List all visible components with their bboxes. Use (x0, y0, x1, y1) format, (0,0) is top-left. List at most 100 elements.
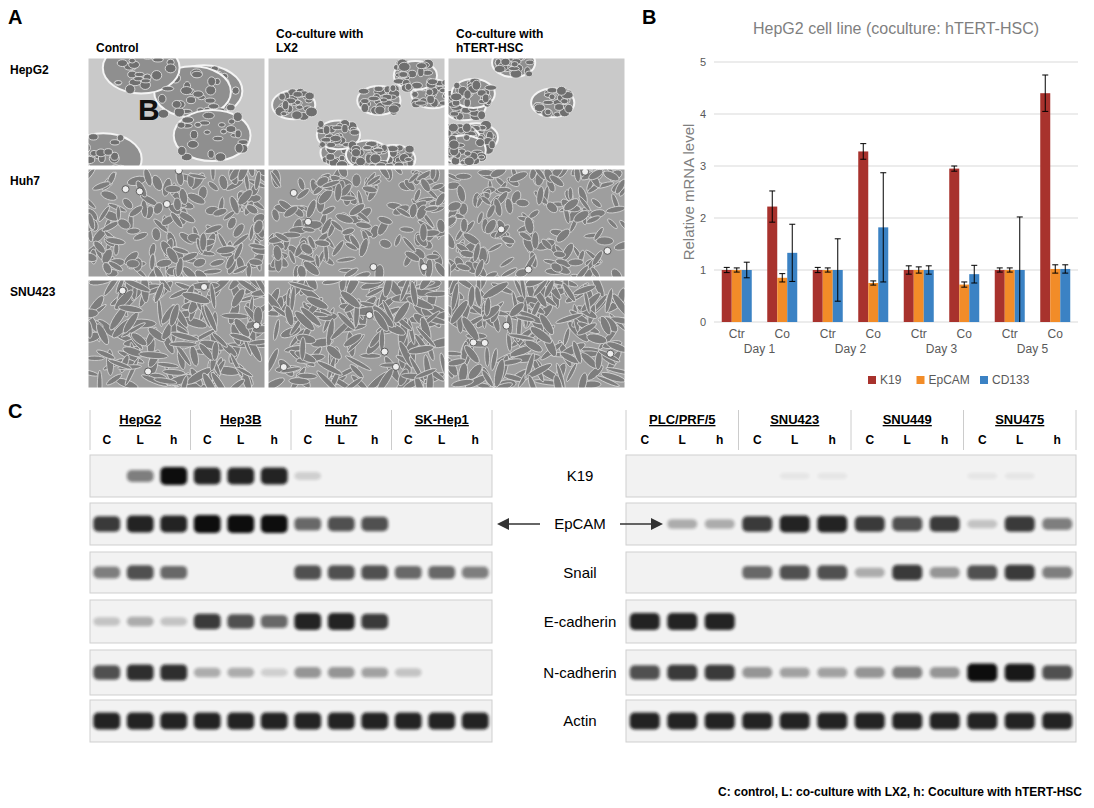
cell (398, 280, 412, 302)
cell (394, 162, 404, 166)
band (294, 472, 321, 480)
lane-separator (391, 410, 392, 450)
cell (314, 239, 330, 247)
cell (122, 280, 151, 294)
cell (190, 130, 197, 139)
antibody-label: E-cadherin (544, 613, 617, 630)
cell (482, 94, 489, 103)
cell (448, 123, 458, 132)
error-cap (1042, 111, 1048, 112)
cell (188, 345, 200, 367)
group-label: Day 3 (926, 342, 958, 356)
cell (373, 148, 383, 152)
error-bar (779, 274, 785, 282)
error-stem (817, 267, 818, 272)
band (395, 713, 422, 730)
lane-label: h (271, 433, 278, 447)
error-cap (906, 265, 912, 266)
cell-line-label: HepG2 (119, 412, 161, 427)
legend-label: K19 (880, 373, 902, 387)
lane-separator (626, 410, 627, 450)
cell (540, 237, 554, 251)
cell (371, 309, 391, 334)
chart-title: HepG2 cell line (coculture: hTERT-HSC) (753, 20, 1039, 37)
band (855, 568, 885, 578)
cell (88, 156, 95, 163)
cell (141, 79, 150, 83)
cell (88, 308, 99, 318)
cell (232, 242, 244, 261)
error-stem (908, 266, 909, 274)
cell (336, 161, 347, 166)
cell (202, 303, 219, 332)
cell (362, 185, 378, 194)
cell (426, 254, 440, 259)
error-cap (815, 272, 821, 273)
error-stem (873, 281, 874, 285)
column-header: Co-culture with (276, 27, 363, 41)
blot-strip (626, 552, 1076, 593)
micrograph-bg (88, 169, 265, 277)
cell (88, 169, 97, 185)
band (742, 566, 772, 579)
error-bar (769, 191, 775, 222)
micrograph-bg (268, 169, 445, 277)
cell (507, 332, 535, 341)
band (855, 713, 885, 730)
inset-letter: B (138, 93, 160, 126)
error-cap (825, 267, 831, 268)
error-bar (880, 173, 886, 282)
error-bar (997, 268, 1003, 272)
cell (450, 112, 459, 117)
cell (170, 330, 199, 343)
cell (390, 85, 396, 92)
cell (448, 351, 462, 356)
band (817, 713, 847, 730)
rounded-cell (503, 322, 510, 329)
error-bar (1007, 268, 1013, 272)
rounded-cell (119, 287, 126, 294)
cell (101, 261, 113, 275)
band (817, 473, 847, 480)
panel-label: A (8, 6, 22, 28)
band (361, 565, 388, 579)
cell (296, 105, 303, 109)
rounded-cell (305, 218, 312, 225)
cell (88, 212, 96, 230)
cell (356, 157, 366, 166)
band (93, 713, 120, 730)
error-bar (734, 268, 740, 272)
cell (191, 69, 202, 77)
band (261, 669, 288, 677)
cell (590, 197, 603, 209)
legend-label: CD133 (992, 373, 1030, 387)
error-stem (974, 265, 975, 283)
error-stem (1009, 268, 1010, 272)
error-stem (837, 239, 838, 301)
micrograph (88, 169, 265, 277)
cell (228, 119, 234, 124)
band (227, 668, 254, 678)
micrograph-border (268, 169, 445, 277)
error-cap (1017, 216, 1023, 217)
error-stem (964, 282, 965, 287)
cell (555, 311, 583, 325)
cell (587, 169, 605, 182)
cell (501, 58, 510, 65)
cell (352, 174, 361, 187)
band (395, 668, 422, 676)
group-label: Day 2 (835, 342, 867, 356)
band (227, 468, 254, 485)
cell (526, 71, 533, 77)
cell (357, 280, 382, 284)
cell (429, 169, 436, 180)
band (361, 713, 388, 730)
cell (88, 356, 104, 361)
error-cap (724, 272, 730, 273)
cell (406, 318, 416, 345)
bar (1060, 269, 1070, 322)
cell (248, 338, 265, 345)
band (1042, 713, 1072, 730)
cell (413, 188, 422, 202)
y-tick-label: 0 (700, 316, 706, 328)
